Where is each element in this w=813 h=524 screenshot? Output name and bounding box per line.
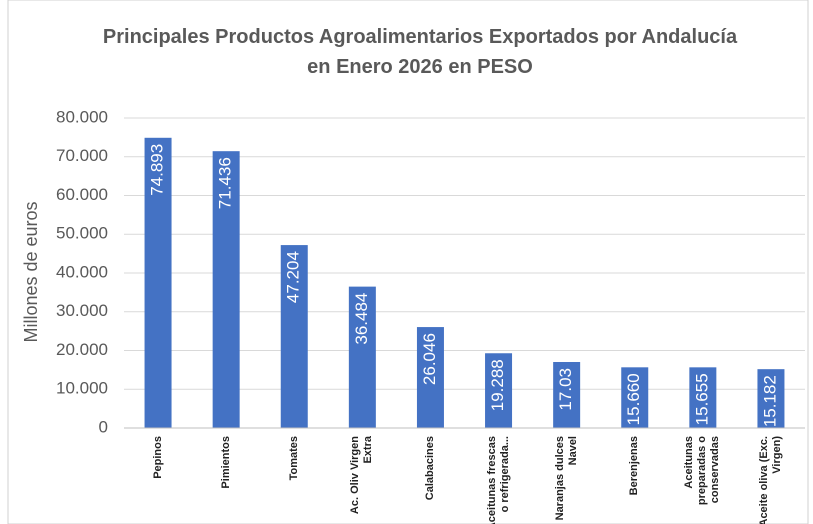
bar	[621, 367, 649, 428]
value-label: 19.288	[488, 359, 507, 411]
y-tick-label: 50.000	[56, 224, 108, 243]
value-label: 15.660	[624, 373, 643, 425]
bar	[144, 137, 172, 429]
y-tick-label: 70.000	[56, 146, 108, 165]
y-tick-label: 20.000	[56, 340, 108, 359]
y-tick-label: 30.000	[56, 301, 108, 320]
value-label: 15.655	[692, 373, 711, 425]
bar	[212, 151, 240, 429]
value-label: 74.893	[148, 144, 167, 196]
x-tick-label: Aceite oliva (Exc. Virgen)	[757, 436, 783, 524]
bar	[485, 353, 513, 428]
bar	[416, 327, 444, 428]
y-tick-label: 80.000	[56, 107, 108, 126]
y-axis-label: Millones de euros	[21, 201, 41, 342]
y-tick-label: 60.000	[56, 185, 108, 204]
title-box: Principales Productos Agroalimentarios E…	[102, 26, 738, 78]
value-label: 36.484	[352, 293, 371, 345]
value-label: 26.046	[420, 333, 439, 385]
x-tick-label: Aceitunas preparadas o conservadas	[683, 436, 722, 506]
bar	[553, 362, 581, 428]
bar	[348, 286, 376, 428]
value-label: 47.204	[284, 251, 303, 303]
y-tick-label: 10.000	[56, 379, 108, 398]
x-tick-label: Ac. Oliv Virgen Extra	[349, 436, 375, 515]
x-tick-label: Pimientos	[219, 436, 232, 489]
y-tick-label: 40.000	[56, 262, 108, 281]
value-label: 17.03	[556, 368, 575, 411]
frame	[7, 0, 809, 524]
x-tick-label: Pepinos	[151, 436, 164, 479]
x-tick-label: Calabacines	[423, 436, 436, 501]
x-tick-label: Tomates	[287, 436, 300, 481]
x-tick-label: Berenjenas	[628, 436, 641, 496]
y-tick-label: 0	[99, 417, 108, 436]
x-tick-label: Naranjas dulces Navel	[553, 436, 579, 521]
bar	[280, 245, 308, 428]
bar	[757, 369, 785, 428]
value-label: 15.182	[760, 375, 779, 427]
chart-title: Principales Productos Agroalimentarios E…	[102, 26, 738, 78]
bar	[689, 367, 717, 428]
x-tick-label: Aceitunas frescas o refrigerada...	[485, 436, 511, 524]
value-label: 71.436	[216, 157, 235, 209]
